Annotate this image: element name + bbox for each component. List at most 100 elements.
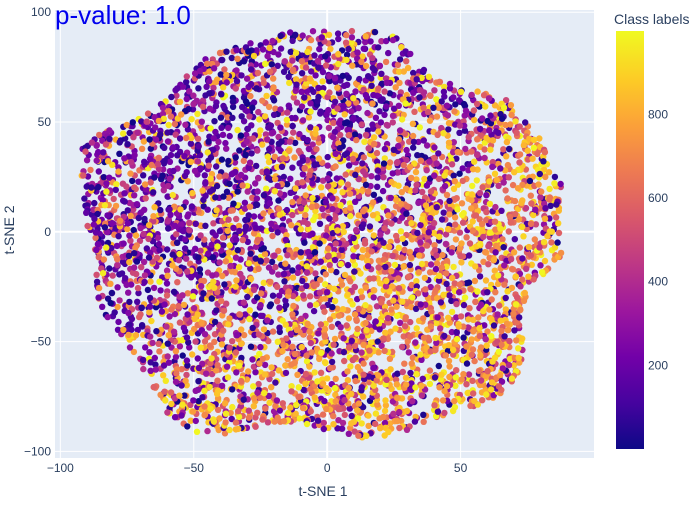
scatter-point [330, 421, 336, 427]
scatter-point [481, 146, 487, 152]
scatter-point [252, 369, 258, 375]
scatter-point [234, 78, 240, 84]
scatter-point [294, 327, 300, 333]
scatter-point [428, 261, 434, 267]
scatter-point [287, 404, 293, 410]
scatter-point [269, 371, 275, 377]
scatter-point [226, 427, 232, 433]
scatter-point [500, 146, 506, 152]
scatter-point [298, 316, 304, 322]
scatter-point [164, 129, 170, 135]
scatter-point [349, 413, 355, 419]
scatter-point [289, 57, 295, 63]
scatter-point [251, 213, 257, 219]
scatter-point [266, 400, 272, 406]
scatter-point [141, 207, 147, 213]
scatter-point [301, 94, 307, 100]
scatter-point [145, 110, 151, 116]
scatter-point [375, 128, 381, 134]
scatter-point [283, 237, 289, 243]
scatter-point [472, 278, 478, 284]
scatter-point [418, 383, 424, 389]
scatter-point [478, 301, 484, 307]
scatter-point [123, 282, 129, 288]
scatter-point [294, 99, 300, 105]
scatter-point [359, 254, 365, 260]
scatter-point [366, 145, 372, 151]
scatter-point [377, 280, 383, 286]
scatter-point [501, 244, 507, 250]
scatter-point [121, 190, 127, 196]
scatter-point [218, 71, 224, 77]
scatter-point [553, 201, 559, 207]
scatter-point [352, 355, 358, 361]
scatter-point [463, 343, 469, 349]
scatter-point [170, 168, 176, 174]
scatter-point [528, 221, 534, 227]
scatter-point [298, 226, 304, 232]
scatter-point [501, 105, 507, 111]
scatter-point [142, 272, 148, 278]
scatter-point [342, 111, 348, 117]
scatter-point [318, 108, 324, 114]
scatter-point [179, 402, 185, 408]
scatter-point [342, 272, 348, 278]
scatter-point [370, 212, 376, 218]
scatter-point [458, 313, 464, 319]
scatter-point [500, 365, 506, 371]
scatter-point [466, 134, 472, 140]
scatter-point [395, 275, 401, 281]
scatter-point [480, 234, 486, 240]
scatter-point [546, 186, 552, 192]
scatter-point [452, 178, 458, 184]
scatter-point [371, 141, 377, 147]
scatter-point [156, 118, 162, 124]
scatter-point [233, 426, 239, 432]
scatter-point [285, 356, 291, 362]
scatter-point [131, 192, 137, 198]
scatter-point [457, 253, 463, 259]
scatter-point [341, 229, 347, 235]
scatter-point [295, 394, 301, 400]
scatter-point [210, 254, 216, 260]
scatter-point [212, 129, 218, 135]
scatter-point [345, 262, 351, 268]
scatter-point [386, 244, 392, 250]
scatter-point [418, 301, 424, 307]
scatter-point [115, 168, 121, 174]
scatter-point [363, 132, 369, 138]
scatter-point [165, 353, 171, 359]
scatter-point [466, 305, 472, 311]
scatter-point [284, 109, 290, 115]
scatter-point [417, 87, 423, 93]
scatter-point [309, 204, 315, 210]
scatter-point [261, 326, 267, 332]
scatter-point [423, 202, 429, 208]
scatter-point [316, 155, 322, 161]
scatter-point [393, 84, 399, 90]
scatter-point [344, 368, 350, 374]
scatter-point [329, 206, 335, 212]
scatter-point [542, 174, 548, 180]
scatter-point [407, 249, 413, 255]
scatter-point [350, 235, 356, 241]
scatter-point [189, 351, 195, 357]
scatter-point [205, 207, 211, 213]
scatter-point [241, 299, 247, 305]
scatter-point [434, 113, 440, 119]
scatter-point [332, 298, 338, 304]
scatter-point [506, 228, 512, 234]
scatter-point [213, 307, 219, 313]
scatter-point [377, 231, 383, 237]
scatter-point [431, 144, 437, 150]
scatter-point [274, 298, 280, 304]
scatter-point [284, 207, 290, 213]
scatter-point [529, 156, 535, 162]
scatter-point [347, 213, 353, 219]
scatter-point [141, 279, 147, 285]
scatter-point [371, 232, 377, 238]
scatter-point [487, 147, 493, 153]
scatter-point [503, 122, 509, 128]
scatter-point [308, 340, 314, 346]
scatter-point [108, 300, 114, 306]
